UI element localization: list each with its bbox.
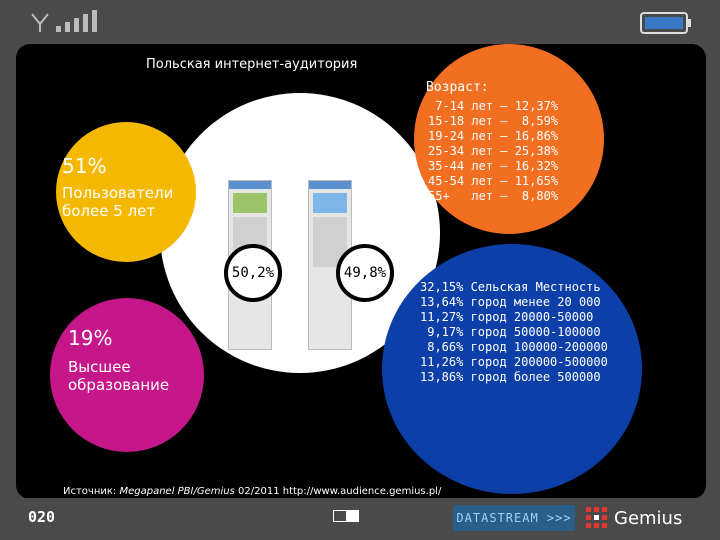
source-prefix: Источник: xyxy=(63,486,120,497)
education-percent: 19% xyxy=(68,326,113,350)
age-heading: Возраст: xyxy=(426,80,489,95)
age-row-4: 25-34 лет – 25,38% xyxy=(428,144,559,158)
age-row-1: 7-14 лет – 12,37% xyxy=(428,99,559,113)
location-row-4: 9,17% город 50000-100000 xyxy=(420,325,601,339)
gemius-logo-text: Gemius xyxy=(614,507,683,529)
gemius-logo: Gemius xyxy=(586,505,696,531)
datastream-logo: DATASTREAM >>> xyxy=(453,505,575,531)
education-circle: 19% Высшее образование xyxy=(50,298,204,452)
location-row-1: 32,15% Сельская Местность xyxy=(420,280,601,294)
signal-strength-icon xyxy=(31,10,97,32)
location-row-2: 13,64% город менее 20 000 xyxy=(420,295,601,309)
gender-male-percent: 50,2% xyxy=(224,244,282,302)
location-row-3: 11,27% город 20000-50000 xyxy=(420,310,594,324)
users-label-line1: Пользователи xyxy=(62,184,174,202)
users-circle: 51% Пользователи более 5 лет xyxy=(56,122,196,262)
page-number: 020 xyxy=(28,508,56,526)
age-row-7: 55+ лет – 8,80% xyxy=(428,189,559,203)
battery-icon xyxy=(640,12,691,34)
location-circle: 32,15% Сельская Местность 13,64% город м… xyxy=(382,244,642,494)
location-row-7: 13,86% город более 500000 xyxy=(420,370,601,384)
device-top-bar xyxy=(0,0,720,44)
age-row-6: 45-54 лет – 11,65% xyxy=(428,174,559,188)
toggle-icon[interactable] xyxy=(333,510,359,522)
slide-screen: Польская интернет-аудитория 50,2% 49,8% … xyxy=(16,44,706,499)
users-percent: 51% xyxy=(62,154,107,178)
slide-title: Польская интернет-аудитория xyxy=(146,57,358,72)
age-row-2: 15-18 лет – 8,59% xyxy=(428,114,559,128)
users-label-line2: более 5 лет xyxy=(62,202,156,220)
age-circle: Возраст: 7-14 лет – 12,37% 15-18 лет – 8… xyxy=(414,44,604,234)
gender-female-percent: 49,8% xyxy=(336,244,394,302)
device-bottom-bar xyxy=(0,498,720,540)
source-suffix: 02/2011 http://www.audience.gemius.pl/ xyxy=(234,486,442,497)
education-label-line2: образование xyxy=(68,376,170,394)
age-row-3: 19-24 лет – 16,86% xyxy=(428,129,559,143)
source-italic: Megapanel PBI/Gemius xyxy=(119,486,235,497)
location-row-6: 11,26% город 200000-500000 xyxy=(420,355,608,369)
age-row-5: 35-44 лет – 16,32% xyxy=(428,159,559,173)
education-label-line1: Высшее xyxy=(68,358,131,376)
source-note: Источник: Megapanel PBI/Gemius 02/2011 h… xyxy=(63,486,441,497)
gemius-dots-icon xyxy=(586,507,607,528)
location-row-5: 8,66% город 100000-200000 xyxy=(420,340,608,354)
